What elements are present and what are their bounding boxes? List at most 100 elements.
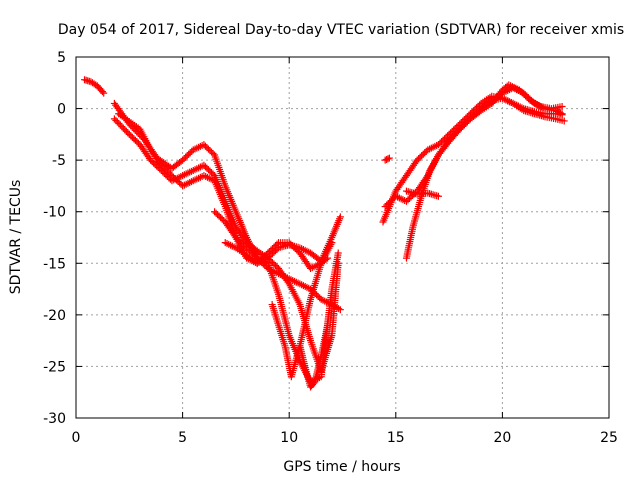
data-point <box>402 197 410 205</box>
data-point <box>200 141 208 149</box>
data-point <box>268 245 276 253</box>
data-point <box>270 260 278 268</box>
data-point <box>173 176 181 184</box>
data-point <box>115 120 123 128</box>
data-point <box>288 242 296 250</box>
data-point <box>256 256 264 264</box>
data-point <box>385 154 393 162</box>
data-point <box>182 153 190 161</box>
y-tick-label: -20 <box>43 308 66 324</box>
data-point <box>112 116 120 124</box>
data-point <box>460 121 468 129</box>
series-8 <box>381 154 393 164</box>
data-point <box>231 232 239 240</box>
data-point <box>419 150 427 158</box>
y-tick-label: -30 <box>43 411 66 427</box>
data-point <box>416 153 424 161</box>
data-point <box>203 164 211 172</box>
data-point <box>110 115 118 123</box>
y-tick-label: 5 <box>57 50 66 66</box>
data-point <box>456 125 464 133</box>
axis-ticks: 0 5 10 15 20 25 5 0 -5 -10 -15 -20 -25 -30 <box>43 50 618 446</box>
data-point <box>124 129 132 137</box>
data-point <box>179 156 187 164</box>
data-point <box>119 124 127 132</box>
data-point <box>218 215 226 223</box>
data-point <box>162 166 170 174</box>
data-point <box>465 116 473 124</box>
data-point <box>255 258 263 266</box>
data-point <box>273 240 281 248</box>
data-point <box>118 123 126 131</box>
data-point <box>293 246 301 254</box>
data-point <box>204 145 212 153</box>
data-point <box>130 135 138 143</box>
data-point <box>125 130 133 138</box>
data-point <box>469 112 477 120</box>
data-point <box>522 92 530 100</box>
data-point <box>113 118 121 126</box>
data-point <box>413 156 421 164</box>
y-axis-label: SDTVAR / TECUs <box>8 180 24 295</box>
data-point <box>131 136 139 144</box>
data-point <box>128 133 136 141</box>
data-point <box>148 158 156 166</box>
data-point <box>384 200 392 208</box>
data-point <box>560 117 568 125</box>
data-point <box>459 122 467 130</box>
data-point <box>421 149 429 157</box>
data-point <box>166 170 174 178</box>
data-point <box>203 144 211 152</box>
x-tick-label: 10 <box>280 430 298 446</box>
data-point <box>336 213 344 221</box>
data-point <box>310 379 318 387</box>
data-point <box>462 119 470 127</box>
data-point <box>324 321 332 329</box>
data-point <box>267 246 275 254</box>
data-point <box>201 163 209 171</box>
series-11 <box>402 94 568 262</box>
data-point <box>163 167 171 175</box>
data-point <box>217 214 225 222</box>
data-point <box>556 109 564 117</box>
data-point <box>558 110 566 118</box>
data-point <box>437 138 445 146</box>
data-point <box>157 161 165 169</box>
data-point <box>212 209 220 217</box>
data-point <box>407 193 415 201</box>
data-point <box>406 194 414 202</box>
data-point <box>243 244 251 252</box>
data-point <box>201 142 209 150</box>
data-point <box>519 89 527 97</box>
data-point <box>169 173 177 181</box>
data-point <box>473 109 481 117</box>
data-point <box>284 278 292 286</box>
data-point <box>133 138 141 146</box>
data-point <box>262 250 270 258</box>
series-0 <box>81 76 108 97</box>
data-point <box>176 179 184 187</box>
data-point <box>186 149 194 157</box>
series-12 <box>402 187 442 200</box>
data-point <box>246 247 254 255</box>
data-point <box>206 147 214 155</box>
data-point <box>471 110 479 118</box>
data-point <box>474 108 482 116</box>
data-point <box>264 249 272 257</box>
data-point <box>121 126 129 134</box>
series-7 <box>296 321 332 391</box>
data-point <box>285 239 293 247</box>
data-point <box>314 292 322 300</box>
x-tick-label: 20 <box>493 430 511 446</box>
data-point <box>336 306 344 314</box>
data-point <box>159 163 167 171</box>
data-point <box>247 248 255 256</box>
data-point <box>457 124 465 132</box>
data-point <box>185 150 193 158</box>
data-point <box>468 113 476 121</box>
data-point <box>384 155 392 163</box>
data-point <box>183 152 191 160</box>
data-point <box>249 250 257 258</box>
x-tick-label: 25 <box>600 430 618 446</box>
